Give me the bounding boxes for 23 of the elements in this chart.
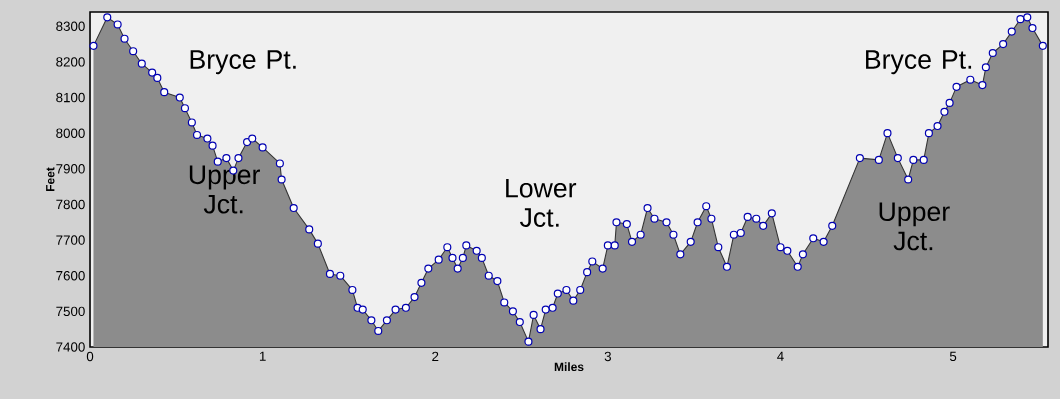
y-tick-label: 7700 (56, 235, 85, 245)
annotation: Lower Jct. (506, 178, 577, 227)
annotation: Bryce Pt. (866, 50, 972, 75)
annotation: Upper Jct. (189, 165, 260, 214)
y-tick-label: 7500 (56, 306, 85, 317)
y-tick-label: 7600 (56, 271, 85, 281)
y-tick-label: 8000 (56, 128, 85, 138)
x-tick-label: 3 (604, 351, 611, 362)
annotation: Bryce Pt. (190, 50, 296, 75)
y-tick-label: 8200 (56, 57, 85, 67)
x-tick-label: 1 (259, 351, 266, 361)
y-tick-label: 7400 (56, 342, 85, 352)
y-tick-label: 7800 (56, 199, 85, 210)
y-tick-label: 8300 (56, 21, 85, 31)
x-tick-label: 4 (777, 351, 784, 361)
annotation: Upper Jct. (879, 202, 950, 251)
x-tick-label: 2 (432, 351, 439, 362)
y-tick-label: 7900 (56, 164, 85, 174)
y-axis-title: Feet (46, 167, 55, 192)
y-tick-label: 8100 (56, 92, 85, 103)
x-tick-label: 0 (86, 351, 94, 362)
x-axis-title: Miles (554, 362, 584, 372)
x-tick-label: 5 (949, 351, 957, 361)
